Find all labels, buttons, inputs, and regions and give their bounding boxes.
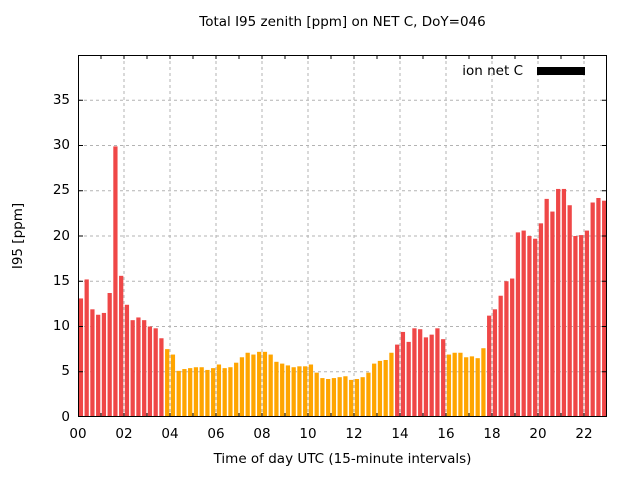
x-tick-label: 22 bbox=[575, 426, 593, 442]
y-tick-label: 5 bbox=[61, 363, 70, 380]
y-tick-label: 15 bbox=[52, 272, 70, 289]
y-tick-label: 35 bbox=[52, 91, 70, 108]
y-tick-label: 25 bbox=[52, 182, 70, 199]
x-tick-label: 06 bbox=[207, 426, 225, 442]
x-tick-label: 12 bbox=[345, 426, 363, 442]
y-tick-label: 20 bbox=[52, 227, 70, 244]
chart-title: Total I95 zenith [ppm] on NET C, DoY=046 bbox=[199, 14, 486, 30]
y-tick-label: 30 bbox=[52, 137, 70, 153]
x-tick-label: 02 bbox=[115, 426, 133, 442]
x-tick-label: 14 bbox=[391, 426, 409, 442]
legend: ion net C bbox=[462, 63, 585, 79]
x-tick-label: 18 bbox=[483, 426, 501, 442]
legend-swatch bbox=[537, 67, 585, 75]
x-tick-label: 20 bbox=[529, 426, 547, 442]
plot-canvas bbox=[78, 55, 607, 417]
y-tick-label: 0 bbox=[61, 408, 70, 425]
x-axis-title: Time of day UTC (15-minute intervals) bbox=[213, 451, 472, 467]
x-tick-label: 10 bbox=[299, 426, 317, 442]
plot-area: ion net C bbox=[78, 55, 607, 417]
x-tick-label: 04 bbox=[161, 426, 179, 442]
x-tick-label: 00 bbox=[69, 426, 87, 442]
legend-label: ion net C bbox=[462, 63, 523, 79]
x-tick-label: 16 bbox=[437, 426, 455, 442]
x-tick-label: 08 bbox=[253, 426, 271, 442]
y-tick-label: 10 bbox=[52, 318, 70, 334]
